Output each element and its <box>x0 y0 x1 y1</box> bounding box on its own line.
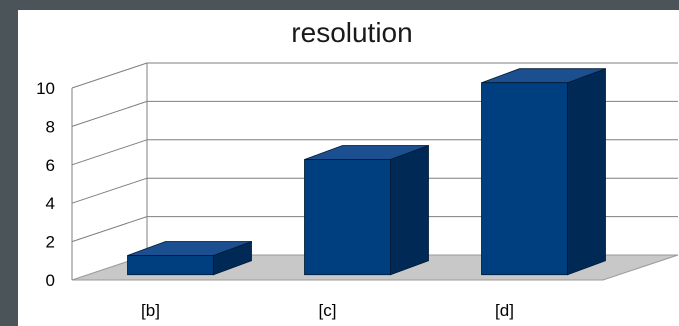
y-tick-label: 4 <box>46 194 55 213</box>
x-tick-label: [c] <box>319 301 337 320</box>
side-gridline <box>71 139 148 166</box>
plot-area: 0 2 4 6 8 10 [b] [c] [d] <box>36 62 679 320</box>
y-tick-label: 6 <box>46 156 55 175</box>
bar-side <box>567 68 606 276</box>
chart-title: resolution <box>291 17 412 48</box>
x-tick-label: [d] <box>495 301 514 320</box>
y-tick-label: 2 <box>46 233 55 252</box>
bar-side <box>390 144 429 276</box>
bar <box>304 159 391 276</box>
y-tick-label: 8 <box>46 117 55 136</box>
y-tick-label: 0 <box>46 271 55 290</box>
frame-left <box>0 0 18 326</box>
bar <box>481 82 568 276</box>
side-gridline <box>71 100 148 127</box>
side-gridline <box>71 177 148 204</box>
side-gridline <box>71 62 148 89</box>
bar <box>127 255 214 276</box>
side-gridline <box>71 216 148 243</box>
x-tick-label: [b] <box>141 301 160 320</box>
y-tick-label: 10 <box>36 79 55 98</box>
frame-top <box>0 0 679 10</box>
